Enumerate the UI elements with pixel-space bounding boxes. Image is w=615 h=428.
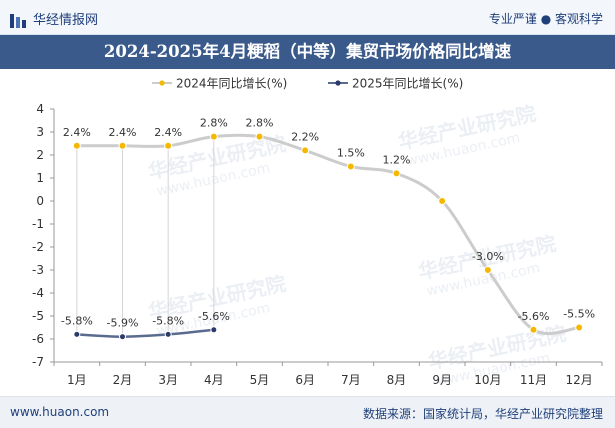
data-point [72, 141, 81, 150]
y-tick-label: 0 [36, 194, 44, 208]
y-tick-label: -6 [32, 332, 44, 346]
x-tick-label: 12月 [566, 373, 593, 387]
watermark-layer: 华经产业研究院www.huaon.com华经产业研究院www.huaon.com… [146, 101, 568, 389]
line-chart: 华经产业研究院www.huaon.com华经产业研究院www.huaon.com… [32, 77, 603, 390]
data-label: 2.2% [291, 130, 319, 143]
data-label: -3.0% [472, 250, 504, 263]
x-tick-label: 9月 [432, 373, 452, 387]
data-label: -5.5% [563, 308, 595, 321]
y-tick-label: -5 [32, 309, 44, 323]
y-tick-label: 1 [36, 171, 44, 185]
chart-title: 2024-2025年4月粳稻（中等）集贸市场价格同比增速 [0, 35, 615, 69]
legend: 2024年同比增长(%) 2025年同比增长(%) [152, 77, 463, 91]
data-label: 2.8% [200, 117, 228, 130]
x-tick-label: 5月 [250, 373, 270, 387]
data-point [301, 146, 310, 155]
axes: 4 3 2 1 0 -1 -2 -3 -4 -5 -6 -7 1月 2月 3月 4月 5月 6月 7月 8月 9月 10月… [32, 102, 603, 387]
series [72, 132, 584, 341]
y-tick-label: 4 [36, 102, 44, 116]
top-bar: 华经情报网 专业严谨 ● 客观科学 [0, 0, 615, 35]
y-tick-label: -3 [32, 263, 44, 277]
legend-label-2: 2025年同比增长(%) [352, 77, 463, 91]
series-line-2 [75, 328, 216, 338]
x-tick-label: 11月 [520, 373, 547, 387]
data-label: -5.8% [61, 314, 93, 327]
x-tick-label: 3月 [158, 373, 178, 387]
legend-marker-1 [159, 80, 165, 86]
data-point [346, 162, 355, 171]
footer-site-link[interactable]: www.huaon.com [10, 405, 110, 419]
y-tick-label: 3 [36, 125, 44, 139]
data-labels: 2.4% 2.4% 2.4% 2.8% 2.8% 2.2% 1.5% 1.2% -3.0% -5.… [61, 117, 595, 330]
data-label: -5.6% [198, 310, 230, 323]
slogan: 专业严谨 ● 客观科学 [488, 12, 603, 26]
huajing-logo-icon [10, 13, 26, 28]
x-tick-label: 1月 [67, 373, 87, 387]
data-point [438, 197, 447, 205]
data-label: 2.8% [246, 117, 274, 130]
data-point [210, 326, 218, 334]
data-label: 1.2% [383, 153, 411, 166]
data-label: -5.8% [152, 314, 184, 327]
data-source: 数据来源：国家统计局，华经产业研究院整理 [362, 407, 603, 421]
data-point [119, 333, 126, 341]
data-point [209, 132, 218, 141]
data-point [392, 169, 401, 178]
x-tick-label: 4月 [204, 373, 224, 387]
y-tick-label: -7 [32, 355, 44, 369]
x-tick-label: 2月 [113, 373, 133, 387]
legend-label-1: 2024年同比增长(%) [176, 77, 287, 91]
x-tick-label: 6月 [295, 373, 315, 387]
data-point [164, 330, 172, 338]
data-point [73, 330, 81, 338]
y-tick-label: -4 [32, 286, 44, 300]
data-point [575, 323, 584, 332]
x-tick-label: 10月 [474, 373, 501, 387]
data-label: 1.5% [337, 147, 365, 160]
data-point [529, 325, 538, 334]
data-point [164, 141, 173, 150]
data-label: -5.9% [107, 317, 139, 330]
x-tick-label: 7月 [341, 373, 361, 387]
data-label: 2.4% [63, 126, 91, 139]
y-tick-label: -1 [32, 217, 44, 231]
brand[interactable]: 华经情报网 [10, 9, 98, 28]
data-point [118, 141, 127, 150]
guide-lines [76, 136, 215, 337]
legend-marker-2 [335, 80, 341, 86]
y-tick-label: 2 [36, 148, 44, 162]
y-tick-label: -2 [32, 240, 44, 254]
brand-name: 华经情报网 [33, 13, 99, 28]
data-point [483, 266, 492, 274]
data-label: -5.6% [518, 310, 550, 323]
data-label: 2.4% [154, 126, 182, 139]
data-point [255, 132, 264, 141]
x-tick-label: 8月 [387, 373, 407, 387]
footer: www.huaon.com 数据来源：国家统计局，华经产业研究院整理 [0, 396, 615, 428]
data-label: 2.4% [109, 126, 137, 139]
